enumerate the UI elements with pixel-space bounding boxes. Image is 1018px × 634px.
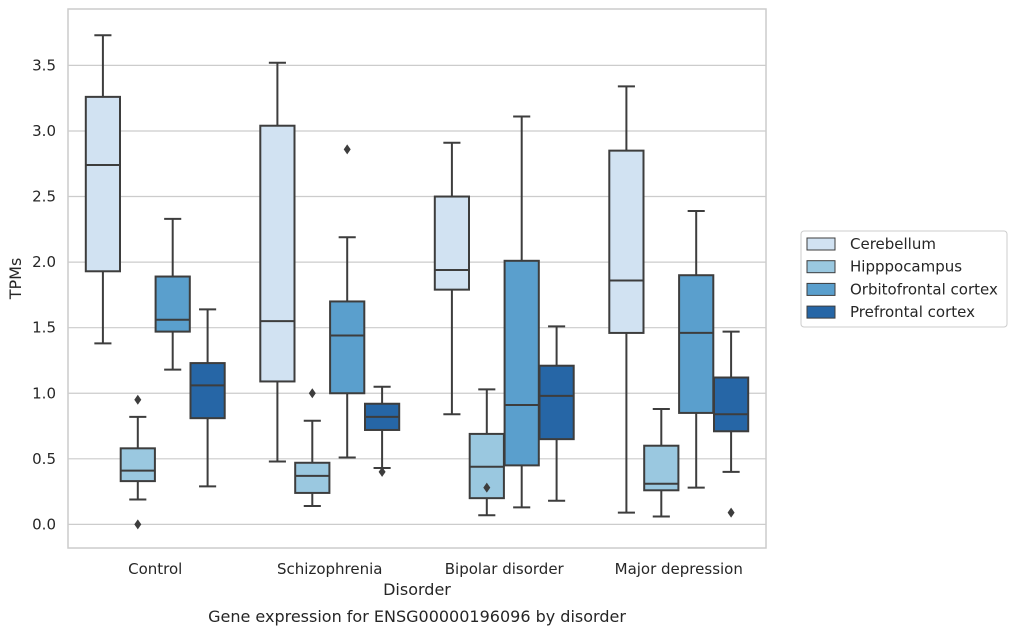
box-0-2 <box>154 217 191 371</box>
box-3-2 <box>678 209 715 489</box>
box-iqr <box>678 274 715 414</box>
legend-frame <box>800 230 1008 328</box>
box-1-3 <box>363 385 401 477</box>
y-axis-label: TPMs <box>6 258 25 301</box>
x-tick-label: Bipolar disorder <box>445 560 565 578</box>
box-1-2 <box>329 144 366 459</box>
outlier-point <box>378 466 386 477</box>
outlier-point <box>134 519 142 530</box>
y-tick-label: 0.5 <box>32 450 56 468</box>
legend-label: Prefrontal cortex <box>850 303 975 321</box>
box-2-2 <box>503 115 540 509</box>
y-tick-label: 2.0 <box>32 253 56 271</box>
y-tick-label: 3.0 <box>32 122 56 140</box>
box-3-1 <box>643 407 680 518</box>
box-2-3 <box>538 325 575 502</box>
box-0-1 <box>119 394 156 530</box>
box-iqr <box>329 300 366 395</box>
box-iqr <box>503 259 540 467</box>
chart-caption: Gene expression for ENSG00000196096 by d… <box>208 607 626 626</box>
legend-label: Orbitofrontal cortex <box>850 280 998 298</box>
box-0-0 <box>84 34 122 345</box>
outlier-point <box>483 482 491 493</box>
x-tick-label: Schizophrenia <box>277 560 382 578</box>
box-iqr <box>119 447 156 483</box>
box-iqr <box>294 461 331 494</box>
outlier-point <box>727 507 735 518</box>
y-tick-label: 0.0 <box>32 515 56 533</box>
y-tick-label: 1.0 <box>32 384 56 402</box>
box-iqr <box>608 149 645 334</box>
box-iqr <box>433 195 471 291</box>
x-axis-label: Disorder <box>383 580 451 599</box>
legend: Cerebellum Hipppocampus Orbitofrontal cort… <box>800 230 1008 328</box>
boxes <box>84 34 750 530</box>
box-2-1 <box>468 388 505 517</box>
box-iqr <box>84 95 122 273</box>
box-iqr <box>154 275 191 333</box>
outlier-point <box>308 388 316 399</box>
legend-swatch <box>806 260 836 274</box>
plot-frame <box>67 8 767 549</box>
legend-label: Hipppocampus <box>850 258 962 276</box>
x-axis-ticks: Control Schizophrenia Bipolar disorder Majo… <box>128 560 743 578</box>
y-tick-label: 2.5 <box>32 188 56 206</box>
y-tick-label: 1.5 <box>32 319 56 337</box>
box-3-0 <box>608 85 645 514</box>
box-iqr <box>259 124 296 383</box>
legend-swatch <box>806 282 836 296</box>
legend-label: Cerebellum <box>850 235 936 253</box>
box-iqr <box>712 376 750 433</box>
box-iqr <box>538 364 575 441</box>
x-tick-label: Major depression <box>615 560 743 578</box>
legend-swatch <box>806 305 836 319</box>
outlier-point <box>134 394 142 405</box>
box-0-3 <box>189 308 226 488</box>
outlier-point <box>343 144 351 155</box>
box-2-0 <box>433 141 471 416</box>
legend-swatch <box>806 237 836 251</box>
box-3-3 <box>712 330 750 518</box>
box-1-1 <box>294 388 331 508</box>
y-tick-label: 3.5 <box>32 56 56 74</box>
box-1-0 <box>259 61 296 463</box>
x-tick-label: Control <box>128 560 182 578</box>
box-iqr <box>189 362 226 420</box>
y-axis-ticks: 0.0 0.5 1.0 1.5 2.0 2.5 3.0 3.5 <box>32 56 56 533</box>
